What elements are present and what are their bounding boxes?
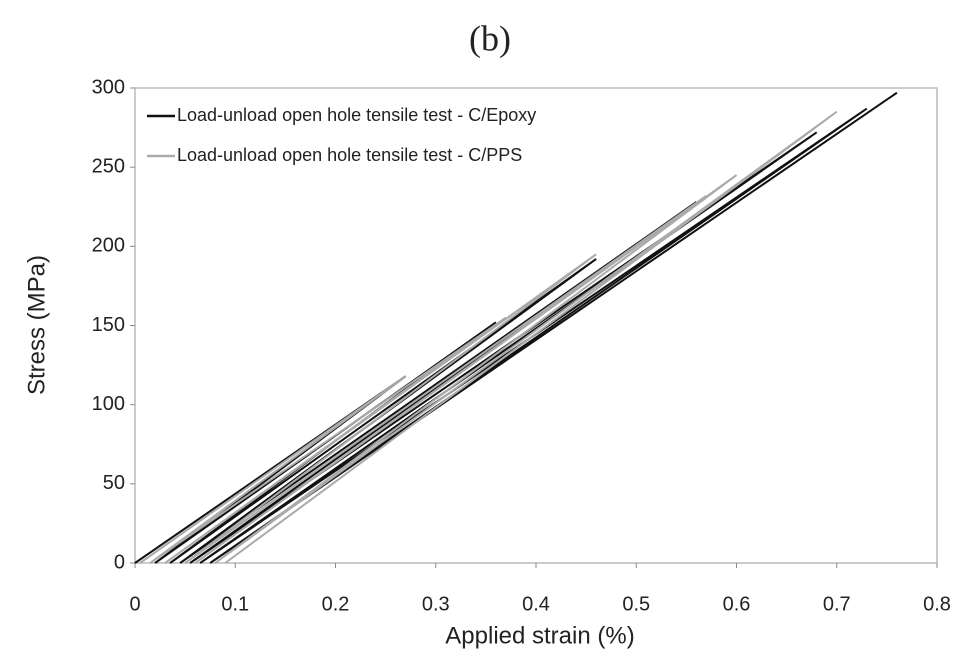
y-tick-label: 0 xyxy=(114,551,125,573)
x-tick-label: 0.8 xyxy=(923,593,951,615)
x-tick-label: 0.5 xyxy=(622,593,650,615)
x-tick-label: 0.2 xyxy=(322,593,350,615)
y-tick-label: 150 xyxy=(92,314,125,336)
x-axis-title: Applied strain (%) xyxy=(445,622,634,649)
chart-title: (b) xyxy=(469,18,511,58)
y-tick-label: 100 xyxy=(92,393,125,415)
y-tick-label: 200 xyxy=(92,235,125,257)
legend-label: Load-unload open hole tensile test - C/P… xyxy=(177,145,522,165)
y-axis-title: Stress (MPa) xyxy=(23,255,50,395)
y-tick-label: 250 xyxy=(92,155,125,177)
x-tick-label: 0.6 xyxy=(723,593,751,615)
series-line xyxy=(134,91,898,564)
x-tick-label: 0 xyxy=(129,593,140,615)
series-line xyxy=(139,110,838,564)
x-tick-label: 0.4 xyxy=(522,593,550,615)
x-tick-label: 0.3 xyxy=(422,593,450,615)
legend-label: Load-unload open hole tensile test - C/E… xyxy=(177,105,536,125)
x-tick-label: 0.1 xyxy=(221,593,249,615)
y-tick-label: 50 xyxy=(103,472,125,494)
y-tick-label: 300 xyxy=(92,76,125,98)
x-tick-label: 0.7 xyxy=(823,593,851,615)
